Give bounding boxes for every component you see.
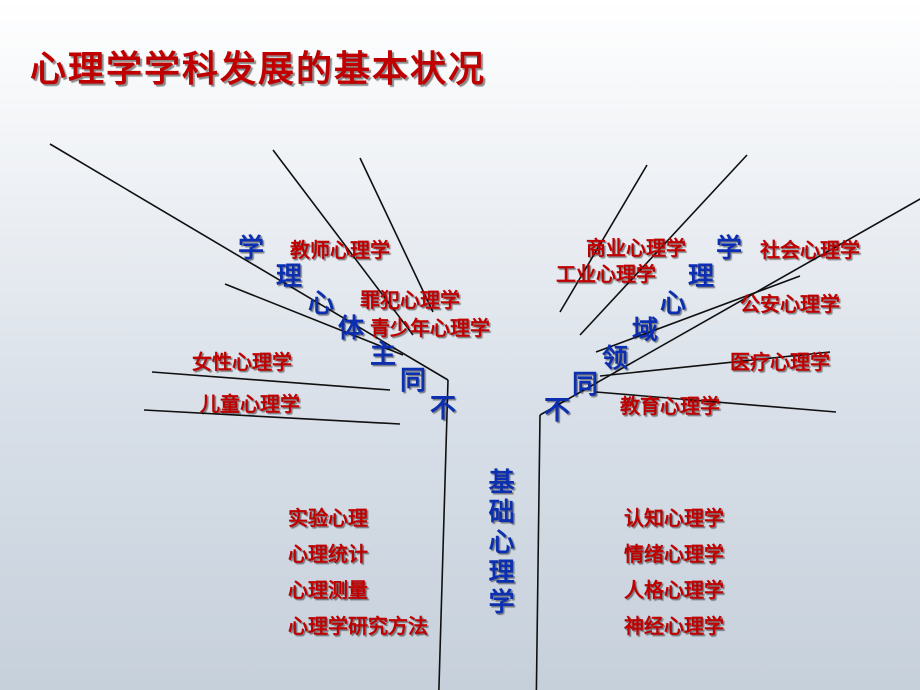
upper-left-label: 青少年心理学 [370,312,490,341]
upper-right-label: 工业心理学 [556,258,656,287]
left-branch-char: 不 [430,388,456,425]
bottom-left-item: 心理测量 [288,574,368,603]
right-branch-char: 学 [716,228,742,265]
bottom-right-item: 神经心理学 [624,610,724,639]
diagram-canvas: 心理学学科发展的基本状况 学理心体主同不 学理心域领同不 基础心理学 教师心理学… [0,0,920,690]
right-mid-label: 医疗心理学 [730,346,830,375]
bottom-right-item: 情绪心理学 [624,538,724,567]
upper-left-label: 教师心理学 [290,234,390,263]
right-branch-char: 同 [572,364,598,401]
label-social-psych: 社会心理学 [760,234,860,263]
left-branch-char: 学 [238,228,264,265]
right-branch-char: 域 [632,310,658,347]
right-branch-char: 领 [602,338,628,375]
bottom-right-item: 认知心理学 [624,502,724,531]
right-branch-char: 理 [688,256,714,293]
right-branch-char: 不 [544,390,570,427]
left-side-label: 儿童心理学 [200,388,300,417]
bottom-left-item: 实验心理 [288,502,368,531]
trunk-label: 基础心理学 [482,468,517,618]
left-branch-char: 体 [338,308,364,345]
upper-right-label: 商业心理学 [586,232,686,261]
right-mid-label: 公安心理学 [740,288,840,317]
branch-lines [0,0,920,690]
bottom-left-item: 心理统计 [288,538,368,567]
bottom-left-item: 心理学研究方法 [288,610,428,639]
left-branch-char: 同 [400,360,426,397]
label-education-psych: 教育心理学 [620,390,720,419]
left-side-label: 女性心理学 [192,346,292,375]
left-branch-char: 心 [308,283,334,320]
right-branch-char: 心 [660,283,686,320]
bottom-right-item: 人格心理学 [624,574,724,603]
upper-left-label: 罪犯心理学 [360,284,460,313]
